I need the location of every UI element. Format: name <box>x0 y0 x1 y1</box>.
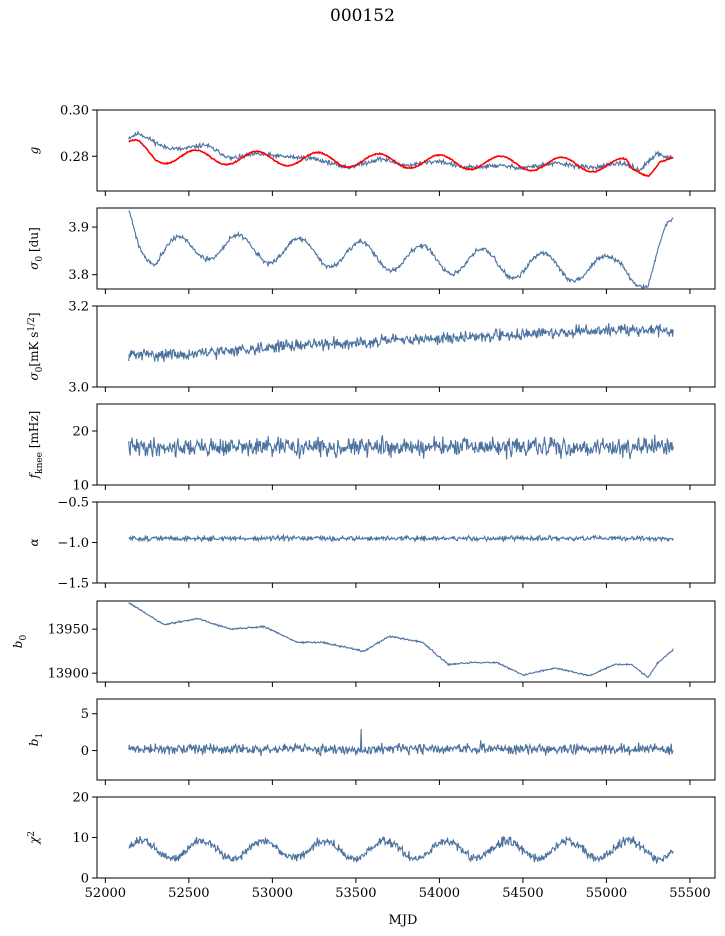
axes-frame <box>96 305 716 388</box>
y-tick-label: 3.9 <box>68 221 89 236</box>
x-tick-label: 52000 <box>85 886 126 901</box>
y-tick-label: −1.5 <box>57 577 89 592</box>
y-tick-label: 10 <box>72 479 89 494</box>
x-tick-label: 53500 <box>335 886 376 901</box>
axes-frame <box>96 698 716 781</box>
x-tick-label: 55500 <box>669 886 710 901</box>
panel-3: 3.0 3.2 σ0[mK s1/2] <box>27 300 716 396</box>
panel-4: 10 20 fknee [mHz] <box>27 403 716 494</box>
axes-frame <box>96 501 716 584</box>
y-tick-label: 13900 <box>48 667 89 682</box>
y-tick-label: 0.28 <box>60 150 89 165</box>
y-tick-label: 13950 <box>48 623 89 638</box>
y-axis-label: b1 <box>27 733 45 746</box>
panel-7: 0 5 b1 <box>27 698 716 785</box>
y-tick-label: 3.2 <box>68 300 89 315</box>
series-line <box>128 138 674 178</box>
y-tick-label: 5 <box>81 707 89 722</box>
x-tick-label: 54000 <box>419 886 460 901</box>
y-axis-label: g <box>27 146 41 154</box>
figure-title: 000152 <box>330 6 395 26</box>
series-line <box>128 131 674 172</box>
axes-frame <box>96 403 716 486</box>
x-tick-label: 55000 <box>586 886 627 901</box>
panel-5: −1.5 −1.0 −0.5 α <box>27 496 716 592</box>
y-axis-label: fknee [mHz] <box>27 411 45 480</box>
y-tick-label: 3.8 <box>68 268 89 283</box>
x-axis-label: MJD <box>389 913 418 928</box>
series-line <box>128 835 674 865</box>
axes-frame <box>96 600 716 683</box>
series-line <box>128 533 674 544</box>
panel-1: 0.28 0.30 g <box>27 104 716 196</box>
axes-frame <box>96 796 716 879</box>
y-tick-label: 20 <box>72 425 89 440</box>
y-tick-label: 0 <box>81 872 89 887</box>
y-tick-label: 10 <box>72 831 89 846</box>
y-tick-label: 3.0 <box>68 381 89 396</box>
y-tick-label: 20 <box>72 791 89 806</box>
y-tick-label: 0.30 <box>60 104 89 119</box>
y-axis-label: σ0 [du] <box>27 227 45 270</box>
y-axis-label: χ2 <box>27 831 41 845</box>
series-line <box>128 210 674 289</box>
axes-frame <box>96 109 716 192</box>
panel-6: 13900 13950 b0 <box>11 600 716 687</box>
y-axis-label: σ0[mK s1/2] <box>27 312 45 380</box>
y-tick-label: 0 <box>81 744 89 759</box>
y-axis-label: b0 <box>11 635 29 649</box>
series-line <box>128 323 674 362</box>
y-tick-label: −1.0 <box>57 536 89 551</box>
series-line <box>128 729 674 757</box>
series-line <box>128 434 674 460</box>
y-tick-label: −0.5 <box>57 496 89 511</box>
panel-2: 3.8 3.9 σ0 [du] <box>27 207 716 294</box>
x-tick-label: 54500 <box>502 886 543 901</box>
x-tick-label: 53000 <box>252 886 293 901</box>
panel-8: 0 10 20 52000 52500 53000 53500 54000 54500 55000… <box>27 791 716 901</box>
x-tick-label: 52500 <box>168 886 209 901</box>
axes-frame <box>96 207 716 290</box>
y-axis-label: α <box>27 538 41 546</box>
series-line <box>128 602 674 679</box>
